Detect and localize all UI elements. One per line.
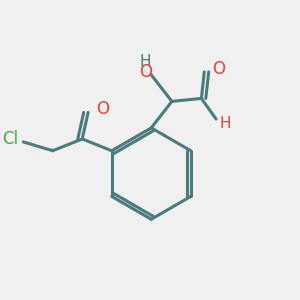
Text: H: H bbox=[140, 54, 151, 69]
Text: O: O bbox=[139, 63, 152, 81]
Text: O: O bbox=[212, 60, 226, 78]
Text: Cl: Cl bbox=[2, 130, 18, 148]
Text: O: O bbox=[96, 100, 110, 118]
Text: H: H bbox=[219, 116, 231, 131]
